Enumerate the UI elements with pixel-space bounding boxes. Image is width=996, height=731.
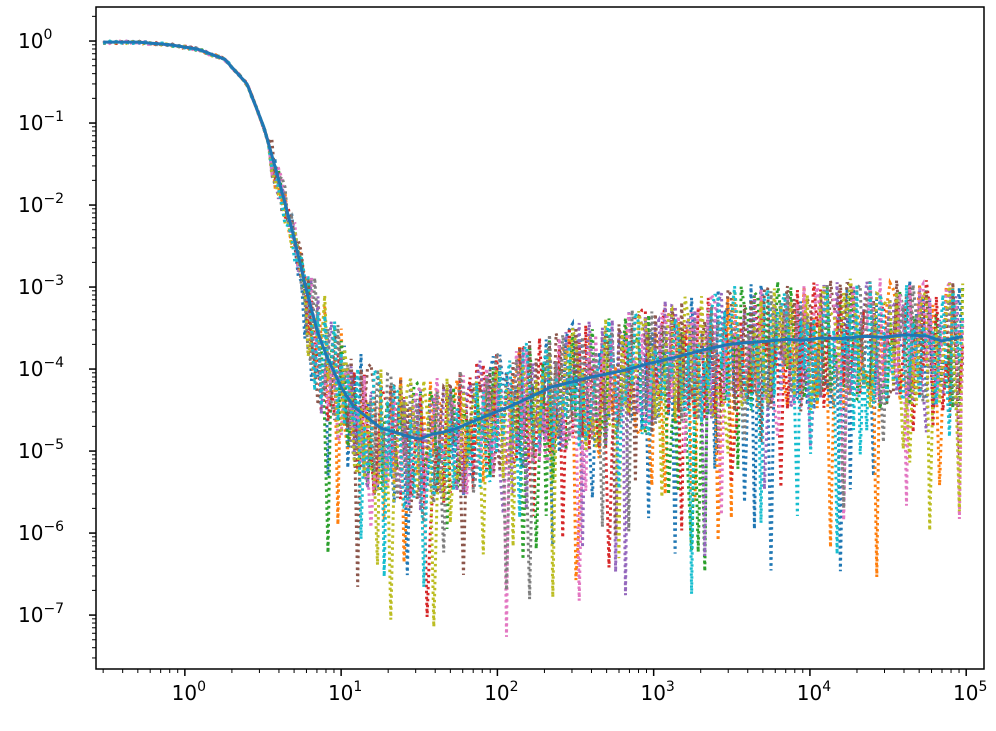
- plot-frame: [95, 6, 985, 670]
- x-tick-label: 100: [172, 679, 206, 705]
- x-tick-label: 102: [484, 679, 518, 705]
- y-tick-label: 10−3: [18, 273, 64, 299]
- y-axis: 100 10−1 10−2 10−3 10−4 10−5 10−6 10−7: [18, 15, 96, 659]
- x-tick-label: 101: [328, 679, 362, 705]
- trial-line-10: [103, 39, 965, 595]
- y-tick-label: 10−4: [18, 355, 64, 381]
- y-tick-label: 10−1: [18, 109, 64, 135]
- y-tick-label: 10−5: [18, 437, 64, 463]
- mean-line-group: [103, 40, 964, 441]
- mean-line: [103, 40, 964, 441]
- y-tick-label: 10−2: [18, 191, 64, 217]
- x-tick-label: 104: [797, 679, 831, 705]
- y-tick-label: 10−7: [18, 601, 64, 627]
- x-tick-label: 105: [953, 679, 987, 705]
- y-tick-label: 10−6: [18, 519, 64, 545]
- x-tick-label: 103: [640, 679, 674, 705]
- x-axis: 100 101 102 103 104 105: [102, 669, 987, 705]
- y-tick-label: 100: [18, 27, 52, 53]
